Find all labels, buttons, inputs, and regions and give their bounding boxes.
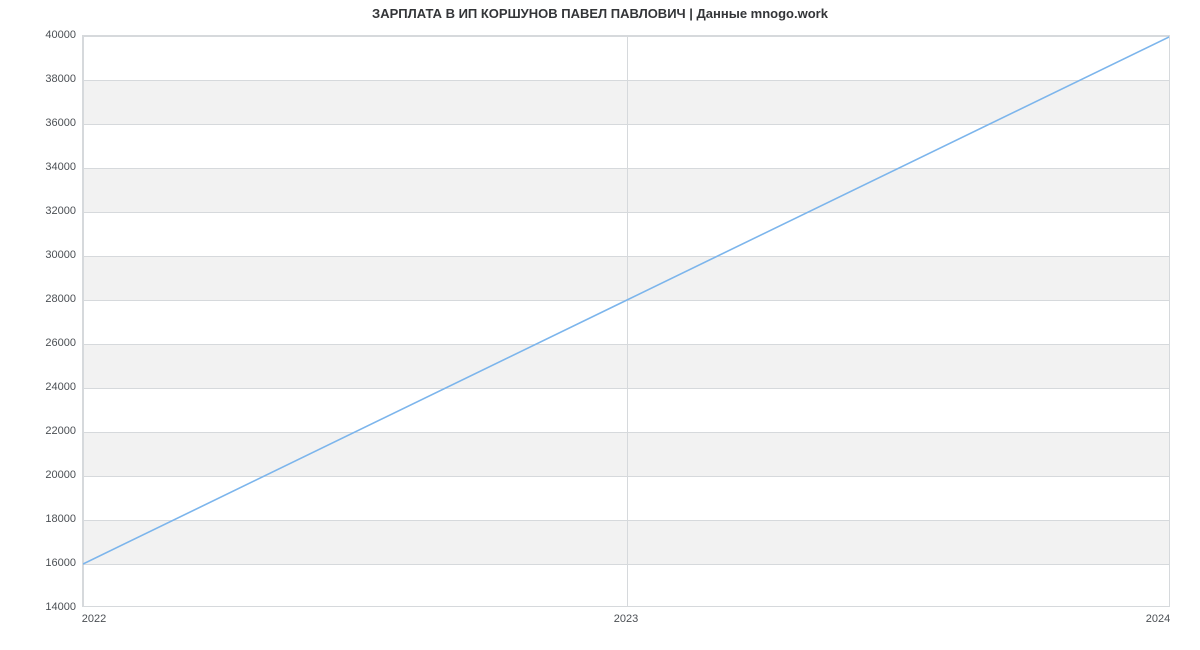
line-layer <box>83 36 1170 607</box>
chart-title: ЗАРПЛАТА В ИП КОРШУНОВ ПАВЕЛ ПАВЛОВИЧ | … <box>0 6 1200 21</box>
y-tick-label: 32000 <box>0 205 82 217</box>
x-tick-label: 2022 <box>82 613 106 625</box>
y-tick-label: 30000 <box>0 249 82 261</box>
y-tick-label: 36000 <box>0 117 82 129</box>
y-tick-label: 28000 <box>0 293 82 305</box>
x-axis-labels: 2022 2023 2024 <box>82 613 1170 633</box>
y-tick-label: 40000 <box>0 29 82 41</box>
y-tick-label: 18000 <box>0 513 82 525</box>
y-tick-label: 14000 <box>0 601 82 613</box>
x-tick-label: 2023 <box>614 613 638 625</box>
y-axis-labels: 1400016000180002000022000240002600028000… <box>0 35 82 607</box>
x-tick-label: 2024 <box>1146 613 1170 625</box>
y-tick-label: 22000 <box>0 425 82 437</box>
y-tick-label: 34000 <box>0 161 82 173</box>
y-tick-label: 38000 <box>0 73 82 85</box>
series-salary <box>83 36 1170 564</box>
y-tick-label: 20000 <box>0 469 82 481</box>
y-tick-label: 24000 <box>0 381 82 393</box>
y-tick-label: 26000 <box>0 337 82 349</box>
plot-area <box>82 35 1170 607</box>
salary-line-chart: ЗАРПЛАТА В ИП КОРШУНОВ ПАВЕЛ ПАВЛОВИЧ | … <box>0 0 1200 650</box>
y-tick-label: 16000 <box>0 557 82 569</box>
